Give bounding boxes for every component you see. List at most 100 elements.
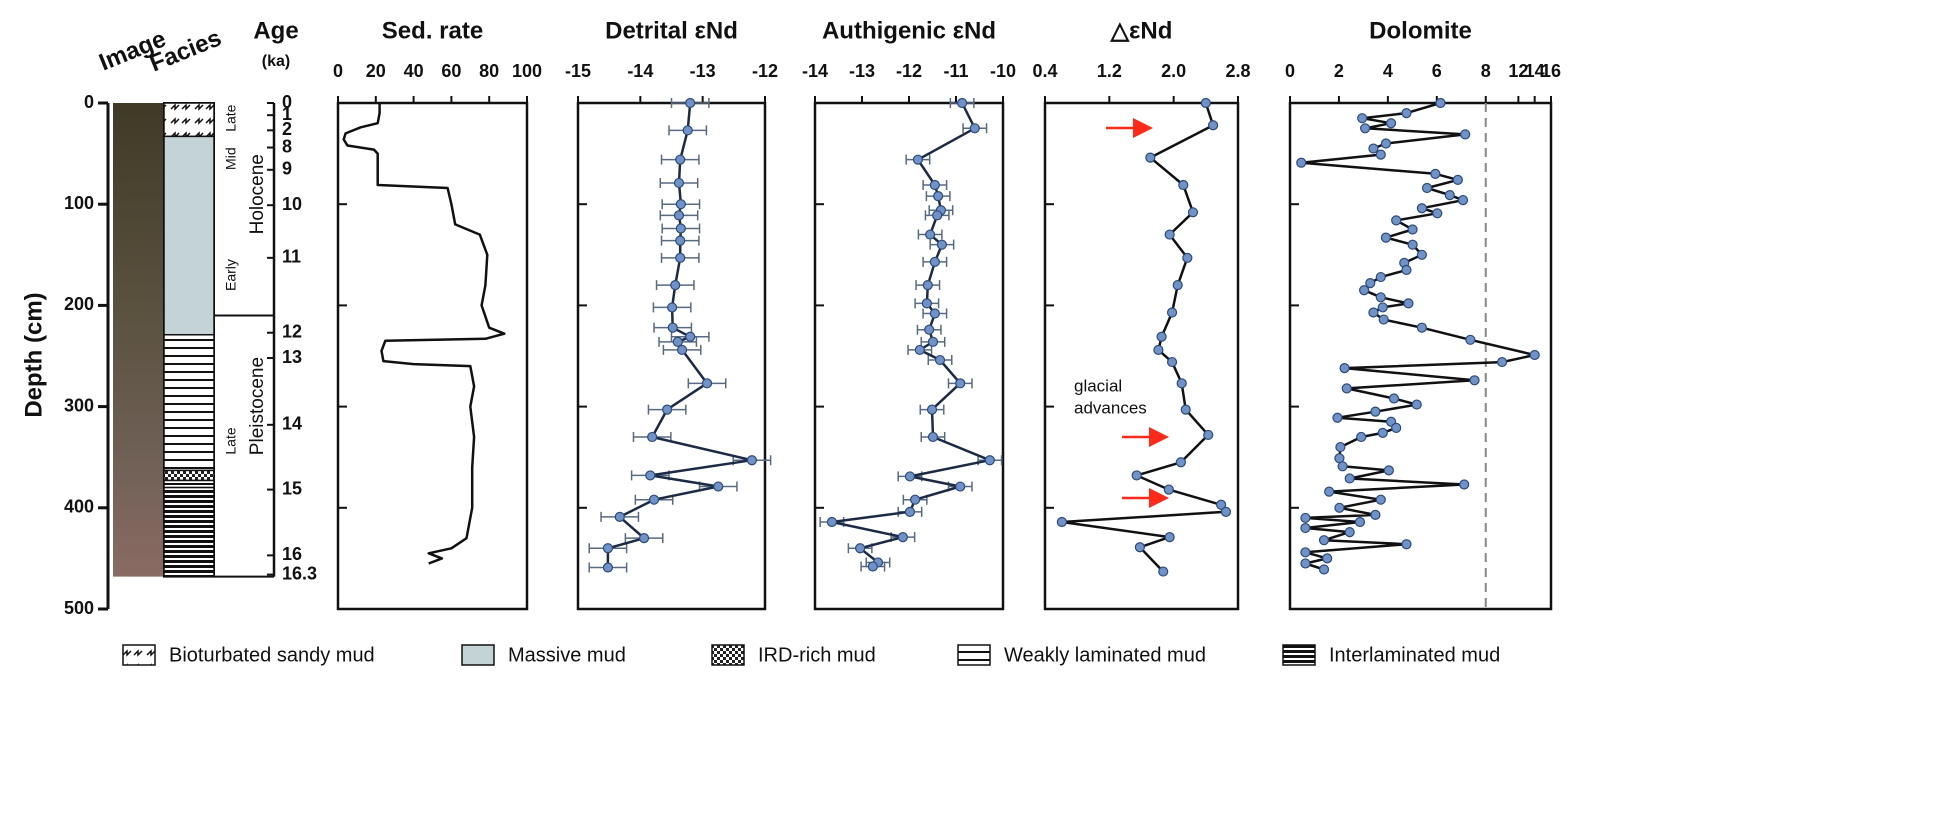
x-tick-label: -11 bbox=[943, 61, 968, 81]
x-tick-label: -14 bbox=[627, 61, 653, 81]
data-point bbox=[675, 199, 686, 210]
data-point bbox=[1370, 509, 1381, 520]
x-tick-label: -15 bbox=[565, 61, 591, 81]
depth-tick-label: 200 bbox=[64, 294, 94, 314]
age-title: Age bbox=[253, 17, 298, 44]
data-point bbox=[921, 298, 932, 309]
depth-tick-label: 300 bbox=[64, 395, 94, 415]
data-point bbox=[1300, 512, 1311, 524]
facies-interval bbox=[163, 479, 215, 489]
data-point bbox=[929, 179, 940, 191]
data-point bbox=[955, 481, 966, 492]
x-tick-label: 20 bbox=[366, 61, 386, 81]
data-point bbox=[1360, 123, 1371, 134]
data-point bbox=[1163, 484, 1174, 495]
depth-axis-title: Depth (cm) bbox=[20, 292, 47, 417]
data-point bbox=[638, 533, 650, 544]
data-point bbox=[1334, 502, 1345, 513]
data-point bbox=[1356, 431, 1367, 443]
x-tick-label: 0 bbox=[1285, 61, 1295, 81]
x-tick-label: -12 bbox=[752, 61, 778, 81]
data-point bbox=[685, 97, 696, 109]
data-point bbox=[1385, 118, 1397, 129]
x-tick-label: 100 bbox=[512, 61, 542, 81]
data-point bbox=[1145, 152, 1156, 163]
data-point bbox=[1180, 404, 1191, 415]
data-point bbox=[1411, 399, 1422, 410]
panel-frame bbox=[1288, 101, 1553, 611]
data-point bbox=[1324, 486, 1335, 497]
data-point bbox=[672, 336, 683, 347]
subperiod-label: Late bbox=[223, 427, 239, 454]
depth-tick-label: 100 bbox=[64, 193, 94, 213]
age-tick-label: 15 bbox=[282, 478, 302, 498]
data-point bbox=[1432, 208, 1443, 219]
data-point bbox=[682, 125, 693, 136]
data-point bbox=[675, 252, 686, 263]
data-point bbox=[1300, 547, 1311, 558]
age-tick-label: 9 bbox=[282, 159, 292, 179]
data-point bbox=[1380, 138, 1392, 149]
age-tick-label: 0 bbox=[282, 92, 292, 112]
period-label: Pleistocene bbox=[247, 357, 268, 455]
age-tick-label: 10 bbox=[282, 194, 302, 214]
data-point bbox=[1318, 564, 1330, 575]
data-point bbox=[1401, 264, 1412, 276]
data-point bbox=[925, 229, 936, 240]
x-tick-label: -10 bbox=[990, 61, 1016, 81]
data-point bbox=[927, 431, 939, 443]
data-point bbox=[1416, 249, 1427, 260]
data-point bbox=[1207, 120, 1219, 131]
annotation-text: glacial bbox=[1074, 376, 1122, 395]
legend-label: Massive mud bbox=[508, 644, 626, 666]
panel-frame bbox=[336, 101, 529, 611]
data-point bbox=[934, 354, 946, 366]
data-point bbox=[1529, 349, 1540, 361]
data-point bbox=[1300, 522, 1311, 534]
panel-title: Detrital εNd bbox=[605, 17, 738, 44]
data-point bbox=[1318, 535, 1330, 546]
data-point bbox=[1377, 427, 1388, 439]
data-point bbox=[1391, 215, 1402, 226]
data-point bbox=[904, 471, 916, 482]
data-point bbox=[1131, 470, 1142, 481]
data-point bbox=[701, 378, 713, 389]
data-point bbox=[1401, 108, 1412, 119]
data-point bbox=[955, 378, 966, 389]
data-point bbox=[648, 494, 660, 505]
data-point bbox=[675, 223, 686, 234]
data-point bbox=[685, 331, 696, 342]
data-point bbox=[673, 177, 685, 189]
subperiod-label: Late bbox=[223, 104, 239, 131]
data-point bbox=[1354, 516, 1366, 528]
data-point bbox=[746, 455, 758, 466]
data-point bbox=[1341, 383, 1352, 394]
legend-label: Weakly laminated mud bbox=[1004, 644, 1206, 666]
data-point bbox=[1166, 307, 1178, 318]
x-tick-label: 2 bbox=[1334, 61, 1344, 81]
facies-interval bbox=[163, 333, 215, 472]
data-point bbox=[1344, 473, 1355, 484]
data-point bbox=[1056, 516, 1067, 528]
data-point bbox=[897, 532, 908, 543]
core-image bbox=[113, 103, 163, 577]
data-point bbox=[602, 562, 614, 573]
data-point bbox=[1435, 97, 1446, 109]
data-point bbox=[855, 543, 866, 554]
x-tick-label: 40 bbox=[404, 61, 424, 81]
data-point bbox=[1368, 307, 1379, 318]
x-tick-label: 8 bbox=[1481, 61, 1491, 81]
legend-swatch bbox=[711, 644, 745, 666]
data-point bbox=[673, 210, 685, 221]
depth-tick-label: 400 bbox=[64, 497, 94, 517]
data-point bbox=[1452, 174, 1463, 186]
legend-swatch bbox=[957, 644, 991, 666]
facies-interval bbox=[163, 486, 215, 578]
data-point bbox=[1388, 393, 1400, 404]
data-line bbox=[342, 103, 506, 565]
age-tick-label: 16.3 bbox=[282, 563, 317, 583]
panel-title: Authigenic εNd bbox=[822, 17, 996, 44]
age-tick-label: 1 bbox=[282, 104, 292, 124]
